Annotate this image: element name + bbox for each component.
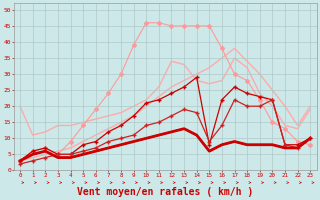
- X-axis label: Vent moyen/en rafales ( km/h ): Vent moyen/en rafales ( km/h ): [77, 187, 253, 197]
